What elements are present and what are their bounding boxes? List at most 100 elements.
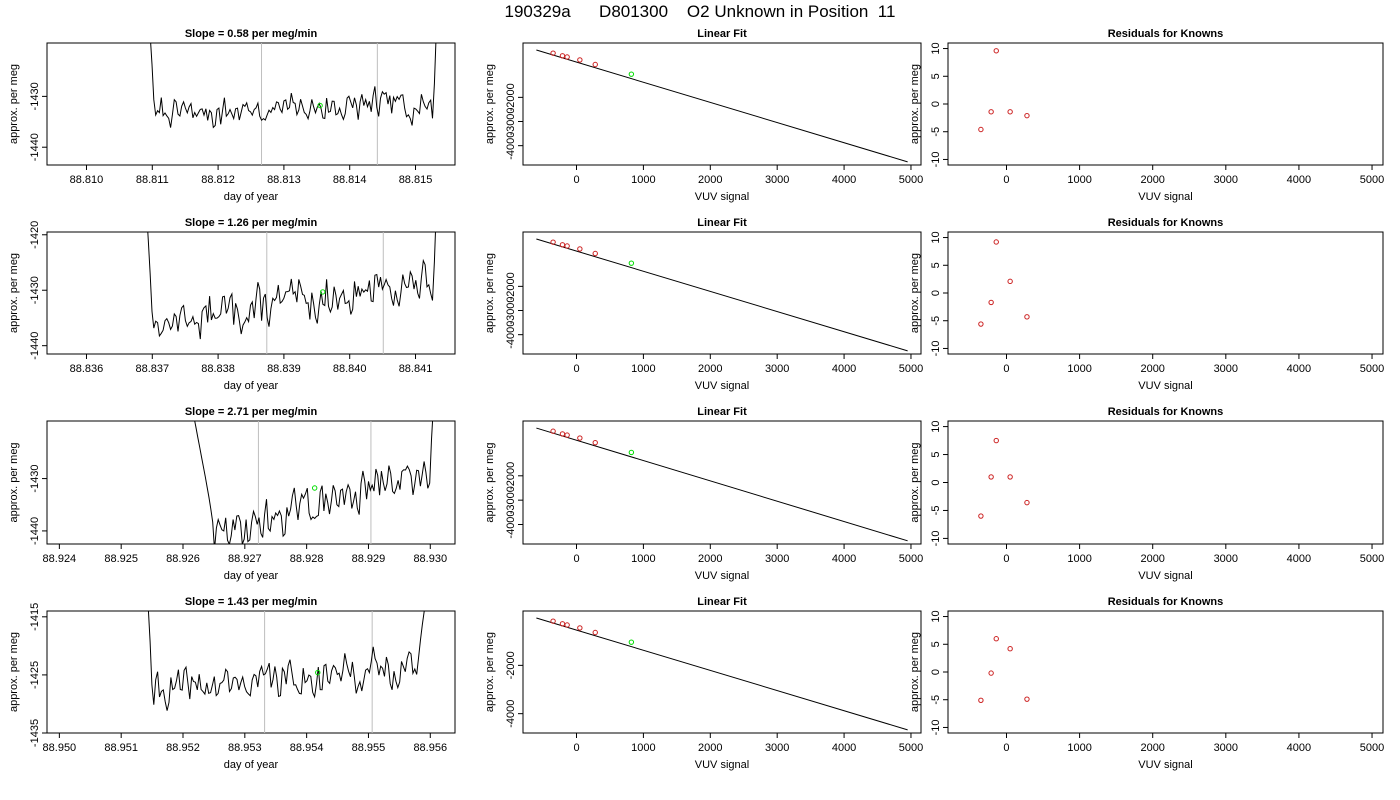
residual-point [1024, 314, 1030, 320]
residual-point [978, 321, 984, 327]
x-tick-label: 88.811 [136, 174, 169, 186]
x-axis-label: VUV signal [695, 570, 749, 582]
x-tick-label: 3000 [765, 363, 789, 375]
y-axis-label: approx. per meg [909, 253, 921, 333]
x-tick-label: 2000 [1140, 363, 1164, 375]
y-axis-label: approx. per meg [909, 442, 921, 522]
x-tick-label: 88.929 [352, 553, 386, 565]
plot-frame [522, 231, 922, 355]
x-tick-label: 1000 [631, 553, 655, 565]
x-tick-label: 2000 [698, 174, 722, 186]
y-tick-label: -4000 [505, 132, 517, 160]
known-point [577, 625, 583, 631]
y-tick-label: 10 [930, 610, 942, 622]
fit-line [536, 238, 908, 352]
panel-trace-row1: Slope = 0.58 per meg/min 88.810 88.811 88.8… [8, 28, 456, 203]
y-tick-label: -1440 [29, 133, 41, 161]
residual-point [988, 670, 994, 676]
known-point [559, 431, 566, 437]
y-tick-label: -1440 [29, 517, 41, 545]
x-tick-label: 3000 [765, 553, 789, 565]
panel-title: Slope = 2.71 per meg/min [185, 406, 318, 418]
page-title: 190329a D801300 O2 Unknown in Position 1… [504, 2, 896, 21]
x-tick-label: 5000 [899, 553, 923, 565]
residual-point [988, 109, 994, 115]
y-tick-label: -3000 [505, 296, 517, 324]
y-tick-label: -1420 [29, 221, 41, 249]
y-tick-label: -10 [930, 530, 942, 546]
x-tick-label: 88.841 [399, 363, 433, 375]
plot-area [978, 48, 1030, 133]
x-tick-label: 88.925 [104, 553, 138, 565]
x-tick-label: 3000 [1214, 553, 1238, 565]
plot-area [194, 421, 434, 544]
known-point [550, 239, 556, 245]
y-axis-label: approx. per meg [909, 632, 921, 712]
y-tick-label: -2000 [505, 651, 517, 679]
plot-area [536, 49, 908, 163]
plot-area [978, 437, 1030, 519]
panel-fit-row2: Linear Fit 0 1000 2000 3000 4000 5000 -4000-300… [484, 217, 923, 392]
y-tick-label: -5 [930, 127, 942, 137]
plot-area [978, 239, 1030, 327]
x-tick-label: 4000 [832, 553, 856, 565]
y-axis-label: approx. per meg [909, 64, 921, 144]
plot-frame [46, 42, 456, 166]
y-tick-label: -1430 [29, 465, 41, 493]
x-tick-label: 3000 [1214, 742, 1238, 754]
residual-point [978, 697, 984, 703]
panel-residuals-row1: Residuals for Knowns 0 1000 2000 3000 4000 500… [909, 28, 1384, 203]
residual-point [993, 437, 999, 444]
y-tick-label: 0 [930, 290, 942, 296]
x-tick-label: 5000 [1360, 363, 1384, 375]
known-point [550, 50, 556, 56]
x-tick-label: 0 [573, 363, 579, 375]
residual-point [1024, 112, 1030, 119]
x-tick-label: 0 [573, 742, 579, 754]
x-axis-label: VUV signal [1138, 191, 1192, 203]
y-tick-label: -1415 [29, 603, 41, 631]
x-tick-label: 1000 [1067, 742, 1091, 754]
y-tick-label: -10 [930, 152, 942, 168]
y-tick-label: -5 [930, 695, 942, 705]
residual-point [993, 239, 999, 245]
x-tick-label: 3000 [765, 742, 789, 754]
residual-point [988, 299, 994, 306]
panel-residuals-row4: Residuals for Knowns 0 1000 2000 3000 4000 500… [909, 596, 1384, 771]
residual-point [978, 513, 984, 519]
x-tick-label: 88.954 [290, 742, 324, 754]
known-point [564, 243, 570, 249]
y-tick-label: -5 [930, 506, 942, 516]
x-tick-label: 0 [1003, 363, 1009, 375]
plot-area [147, 611, 425, 733]
x-tick-label: 88.836 [70, 363, 104, 375]
residual-point [1007, 109, 1013, 115]
y-axis-label: approx. per meg [484, 442, 496, 522]
x-axis-label: day of year [224, 570, 279, 582]
y-tick-label: -1440 [29, 332, 41, 360]
x-tick-label: 3000 [765, 174, 789, 186]
y-axis-label: approx. per meg [8, 632, 20, 712]
y-tick-label: 0 [930, 101, 942, 107]
x-tick-label: 2000 [698, 553, 722, 565]
plot-frame [947, 610, 1384, 734]
known-point [592, 250, 598, 257]
fit-line [536, 427, 908, 542]
x-tick-label: 4000 [832, 742, 856, 754]
panel-title: Linear Fit [697, 217, 747, 229]
panel-trace-row4: Slope = 1.43 per meg/min 88.950 88.951 88.9… [8, 596, 456, 771]
plot-area [147, 232, 436, 354]
panel-residuals-row2: Residuals for Knowns 0 1000 2000 3000 4000 500… [909, 217, 1384, 392]
signal-trace [147, 232, 436, 340]
fit-line [536, 617, 908, 731]
x-tick-label: 88.839 [267, 363, 301, 375]
known-point [577, 435, 583, 441]
y-tick-label: -1430 [29, 82, 41, 110]
x-tick-label: 88.930 [413, 553, 447, 565]
x-tick-label: 0 [573, 174, 579, 186]
plot-frame [947, 231, 1384, 355]
x-axis-label: day of year [224, 380, 279, 392]
x-tick-label: 4000 [832, 363, 856, 375]
x-tick-label: 5000 [1360, 742, 1384, 754]
